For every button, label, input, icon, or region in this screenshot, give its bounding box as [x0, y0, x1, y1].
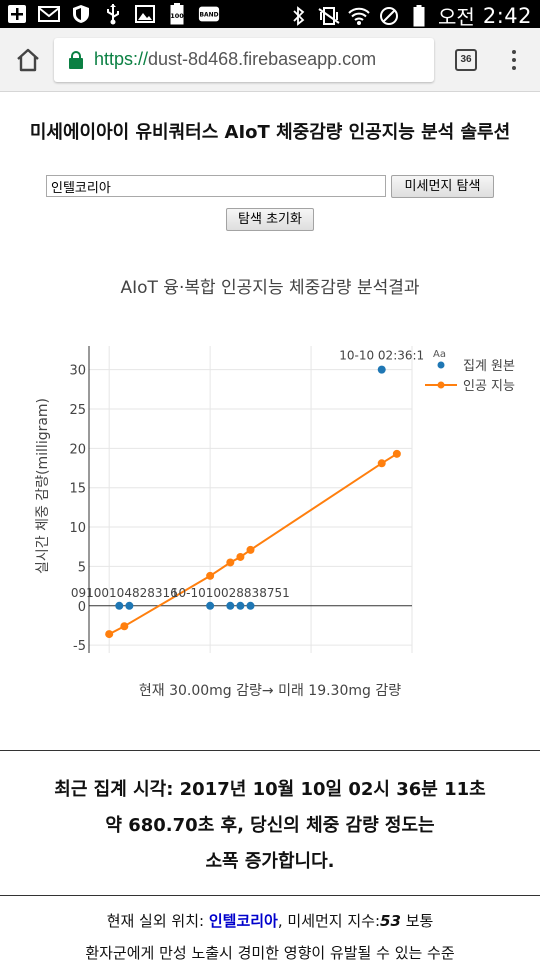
home-icon — [14, 46, 42, 74]
series-0-point — [115, 602, 123, 610]
y-axis-label: 실시간 체중 감량(milligram) — [35, 398, 51, 574]
series-1-point — [120, 622, 128, 630]
series-1-point — [226, 558, 234, 566]
series-0-point — [206, 602, 214, 610]
menu-dot-icon — [512, 58, 516, 62]
clock-ampm: 오전 — [438, 1, 475, 30]
legend-marker-raw — [438, 362, 445, 369]
divider-top — [0, 750, 540, 751]
series-0-point — [226, 602, 234, 610]
health-warning: 환자군에게 만성 노출시 경미한 영향이 유발될 수 있는 수준 — [0, 942, 540, 960]
y-tick-label: 5 — [78, 560, 86, 575]
band-badge-text: BAND — [199, 12, 218, 19]
status-bar: 100 BAND 오전 2:42 — [0, 0, 540, 28]
image-icon — [134, 3, 156, 25]
page-title: 미세에이아이 유비쿼터스 AIoT 체중감량 인공지능 분석 솔루션 — [0, 118, 540, 144]
series-1-point — [206, 572, 214, 580]
mail-icon — [38, 3, 60, 25]
series-1-point — [378, 459, 386, 467]
home-button[interactable] — [14, 46, 42, 74]
y-tick-label: 10 — [69, 521, 86, 536]
summary-line-forecast: 약 680.70초 후, 당신의 체중 감량 정도는 — [0, 808, 540, 844]
point-annotation: 10-1010028838751 — [171, 586, 290, 600]
usb-icon — [102, 3, 124, 25]
summary-block: 최근 집계 시각: 2017년 10월 10일 02시 36분 11초 약 68… — [0, 772, 540, 880]
vibrate-icon — [318, 5, 340, 27]
battery-icon — [408, 5, 430, 27]
url-scheme: https:// — [94, 49, 148, 69]
dust-index-grade: 보통 — [401, 912, 433, 930]
clock-time: 2:42 — [483, 4, 532, 28]
bluetooth-icon — [288, 5, 310, 27]
y-tick-label: 30 — [69, 364, 86, 379]
summary-line-timestamp: 최근 집계 시각: 2017년 10월 10일 02시 36분 11초 — [0, 772, 540, 808]
legend-marker-ai — [438, 382, 445, 389]
y-tick-label: 15 — [69, 482, 86, 497]
no-sim-icon — [378, 5, 400, 27]
series-1-point — [393, 450, 401, 458]
weight-chart: -5 0 5 10 15 20 25 30 10-10 02:36:1 091001048283… — [0, 330, 540, 670]
divider-bottom — [0, 895, 540, 896]
overflow-menu-button[interactable] — [508, 48, 520, 74]
series-1-point — [105, 630, 113, 638]
series-1-point — [247, 546, 255, 554]
wifi-icon — [348, 5, 370, 27]
location-search-input[interactable] — [46, 175, 386, 197]
series-0-point — [247, 602, 255, 610]
chart-title: AIoT 융·복합 인공지능 체중감량 분석결과 — [0, 273, 540, 298]
series-0-point — [236, 602, 244, 610]
series-1-point — [236, 553, 244, 561]
series-0-point — [378, 366, 386, 374]
location-middle: , 미세먼지 지수: — [278, 912, 380, 930]
series-0-point — [125, 602, 133, 610]
point-annotation: 10-10 02:36:1 — [339, 349, 424, 363]
dust-search-button[interactable]: 미세먼지 탐색 — [391, 175, 494, 198]
chart-area: -5 0 5 10 15 20 25 30 10-10 02:36:1 091001048283… — [0, 330, 540, 670]
tab-switcher-button[interactable]: 36 — [455, 49, 477, 71]
search-reset-button[interactable]: 탐색 초기화 — [226, 208, 314, 231]
y-tick-label: 25 — [69, 403, 86, 418]
menu-dot-icon — [512, 50, 516, 54]
y-tick-label: 20 — [69, 442, 86, 457]
band-icon: BAND — [198, 3, 220, 25]
location-place: 인텔코리아 — [209, 912, 278, 930]
add-box-icon — [6, 3, 28, 25]
y-tick-label: 0 — [78, 600, 86, 615]
y-tick-label: -5 — [73, 639, 86, 654]
location-prefix: 현재 실외 위치: — [107, 912, 209, 930]
lock-icon — [68, 51, 84, 69]
location-line: 현재 실외 위치: 인텔코리아, 미세먼지 지수:53 보통 — [0, 910, 540, 931]
menu-dot-icon — [512, 66, 516, 70]
battery-badge-text: 100 — [170, 12, 184, 20]
chart-footer: 현재 30.00mg 감량→ 미래 19.30mg 감량 — [0, 680, 540, 700]
point-annotation: 09100104828316 — [71, 586, 178, 600]
url-host: dust-8d468.firebaseapp.com — [148, 49, 376, 69]
legend-label-raw: 집계 원본 — [463, 359, 515, 374]
address-bar[interactable]: https://dust-8d468.firebaseapp.com — [54, 38, 434, 82]
url-text: https://dust-8d468.firebaseapp.com — [94, 49, 376, 70]
browser-toolbar: https://dust-8d468.firebaseapp.com 36 — [0, 28, 540, 92]
shield-icon — [70, 3, 92, 25]
battery-100-icon: 100 — [166, 3, 188, 25]
legend-icon-label: Aa — [433, 349, 446, 360]
legend-label-ai: 인공 지능 — [463, 379, 515, 394]
summary-line-result: 소폭 증가합니다. — [0, 844, 540, 880]
dust-index-value: 53 — [380, 912, 401, 930]
